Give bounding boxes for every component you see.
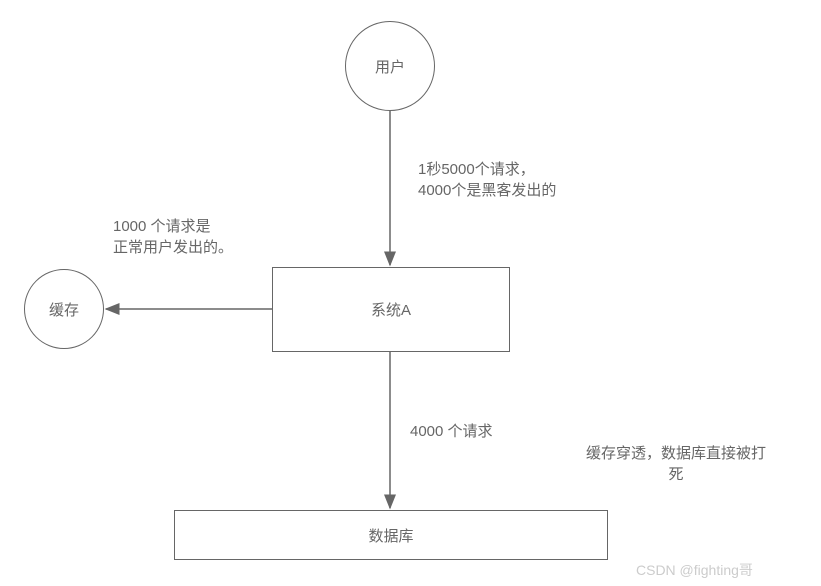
edge-label-systemA-cache: 1000 个请求是 正常用户发出的。	[113, 216, 233, 258]
system-a-node: 系统A	[272, 267, 510, 352]
watermark: CSDN @fighting哥	[636, 560, 753, 580]
system-a-node-label: 系统A	[371, 299, 411, 320]
cache-node-label: 缓存	[49, 299, 79, 320]
database-node: 数据库	[174, 510, 608, 560]
annotation-cache-penetration: 缓存穿透，数据库直接被打 死	[576, 443, 776, 485]
edge-label-user-systemA: 1秒5000个请求， 4000个是黑客发出的	[418, 159, 556, 201]
user-node: 用户	[345, 21, 435, 111]
cache-node: 缓存	[24, 269, 104, 349]
database-node-label: 数据库	[368, 525, 413, 546]
edge-label-systemA-db: 4000 个请求	[410, 421, 493, 442]
user-node-label: 用户	[375, 56, 405, 77]
